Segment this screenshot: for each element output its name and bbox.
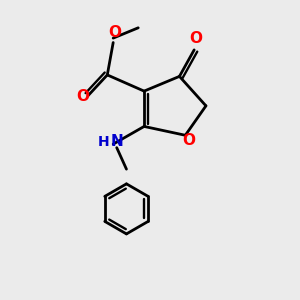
Text: N: N — [110, 134, 123, 149]
Text: H: H — [98, 135, 110, 149]
Text: O: O — [108, 25, 121, 40]
Text: O: O — [76, 89, 89, 104]
Text: O: O — [182, 133, 195, 148]
Text: O: O — [189, 32, 202, 46]
